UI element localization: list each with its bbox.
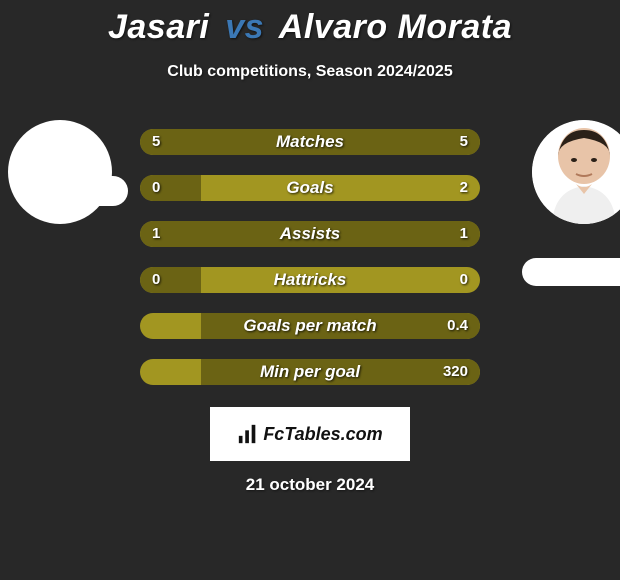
stat-bar-fill-left bbox=[140, 175, 201, 201]
subtitle: Club competitions, Season 2024/2025 bbox=[0, 63, 620, 81]
title-vs: vs bbox=[225, 8, 264, 46]
stat-row: Hattricks00 bbox=[0, 257, 620, 303]
stat-bar-track bbox=[140, 129, 480, 155]
logo-text: FcTables.com bbox=[237, 423, 382, 445]
title-player2: Alvaro Morata bbox=[279, 8, 512, 46]
stat-bar-track bbox=[140, 221, 480, 247]
stat-row: Goals02 bbox=[0, 165, 620, 211]
stat-bar-fill-right bbox=[310, 129, 480, 155]
stat-bar-fill-left bbox=[140, 221, 310, 247]
bar-chart-icon bbox=[237, 423, 259, 445]
title-player1: Jasari bbox=[108, 8, 209, 46]
stat-bar-track bbox=[140, 313, 480, 339]
stat-bar-fill-left bbox=[140, 267, 201, 293]
comparison-title: Jasari vs Alvaro Morata bbox=[0, 0, 620, 47]
stat-bar-track bbox=[140, 267, 480, 293]
stat-bar-fill-right bbox=[201, 359, 480, 385]
stat-bar-fill-right bbox=[201, 313, 480, 339]
stats-chart: Matches55Goals02Assists11Hattricks00Goal… bbox=[0, 119, 620, 395]
stat-bar-track bbox=[140, 175, 480, 201]
stat-row: Min per goal320 bbox=[0, 349, 620, 395]
stat-row: Matches55 bbox=[0, 119, 620, 165]
stat-bar-fill-left bbox=[140, 129, 310, 155]
stat-row: Goals per match0.4 bbox=[0, 303, 620, 349]
fctables-logo: FcTables.com bbox=[210, 407, 410, 461]
stat-row: Assists11 bbox=[0, 211, 620, 257]
date-line: 21 october 2024 bbox=[0, 475, 620, 495]
stat-bar-fill-right bbox=[310, 221, 480, 247]
stat-bar-track bbox=[140, 359, 480, 385]
logo-label: FcTables.com bbox=[263, 424, 382, 445]
